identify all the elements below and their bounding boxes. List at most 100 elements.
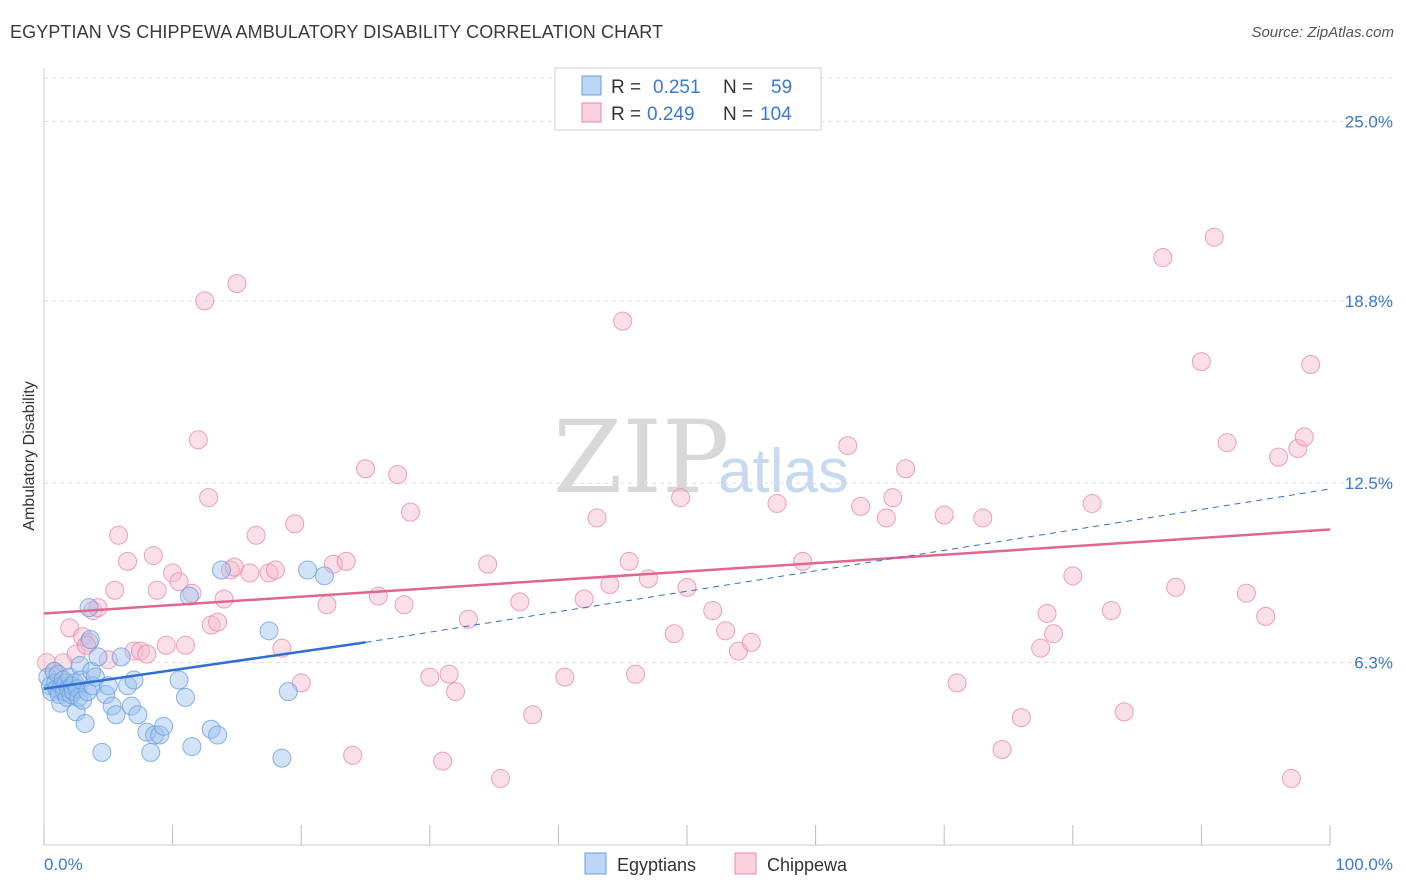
legend-swatch-egyptians (581, 75, 602, 96)
point-chippewa-10 (105, 580, 125, 600)
y-tick-label-0: 6.3% (1354, 654, 1393, 673)
watermark-zip: ZIP (553, 399, 729, 516)
watermark-atlas: atlas (718, 437, 849, 506)
legend-n-label-2: N = (723, 104, 753, 125)
trend-line-egyptians (43, 641, 366, 690)
point-chippewa-44 (368, 586, 388, 606)
point-chippewa-37 (285, 514, 305, 534)
x-tick-label-1: 100.0% (1335, 855, 1393, 874)
point-chippewa-52 (458, 609, 478, 629)
point-egyptians-48 (154, 716, 174, 736)
point-chippewa-50 (433, 751, 453, 771)
point-egyptians-60 (314, 566, 334, 586)
point-chippewa-95 (1217, 433, 1237, 453)
points-layer (37, 227, 1321, 788)
point-chippewa-60 (600, 575, 620, 595)
point-chippewa-101 (1294, 427, 1314, 447)
axis-layer: 6.3% 12.5% 18.8% 25.0% 0.0% 100.0% (43, 68, 1393, 874)
point-chippewa-28 (214, 589, 234, 609)
point-chippewa-46 (394, 595, 414, 615)
point-chippewa-81 (973, 508, 993, 528)
point-chippewa-58 (574, 589, 594, 609)
series-legend-label-chippewa: Chippewa (767, 855, 848, 875)
point-chippewa-66 (671, 488, 691, 508)
point-chippewa-12 (118, 551, 138, 571)
point-egyptians-44 (137, 722, 157, 742)
legend-n-label-1: N = (723, 77, 753, 98)
point-chippewa-57 (555, 667, 575, 687)
point-chippewa-59 (587, 508, 607, 528)
point-chippewa-84 (1031, 638, 1051, 658)
point-chippewa-76 (876, 508, 896, 528)
point-chippewa-85 (1037, 603, 1057, 623)
point-chippewa-98 (1269, 447, 1289, 467)
point-chippewa-23 (188, 430, 208, 450)
chart-source: Source: ZipAtlas.com (1251, 24, 1394, 41)
point-chippewa-32 (240, 563, 260, 583)
point-chippewa-53 (478, 554, 498, 574)
point-chippewa-93 (1191, 352, 1211, 372)
point-egyptians-34 (92, 742, 112, 762)
legend-r-value-2: 0.249 (647, 104, 695, 125)
point-egyptians-29 (80, 630, 100, 650)
point-chippewa-78 (896, 459, 916, 479)
point-egyptians-43 (128, 705, 148, 725)
point-chippewa-41 (336, 551, 356, 571)
point-chippewa-69 (716, 621, 736, 641)
y-tick-label-1: 12.5% (1345, 474, 1393, 493)
series-legend-swatch-egyptians (584, 852, 607, 875)
trend-line-egyptians-extension (365, 488, 1331, 643)
point-chippewa-77 (883, 488, 903, 508)
point-chippewa-92 (1166, 577, 1186, 597)
point-chippewa-102 (1301, 355, 1321, 375)
point-chippewa-35 (265, 560, 285, 580)
stats-legend: R = 0.251 N = 59 R = 0.249 N = 104 (554, 67, 822, 131)
legend-r-label-2: R = (611, 104, 641, 125)
point-chippewa-86 (1044, 624, 1064, 644)
point-chippewa-16 (143, 546, 163, 566)
point-egyptians-52 (182, 737, 202, 757)
point-egyptians-25 (73, 690, 93, 710)
point-chippewa-103 (76, 635, 96, 655)
point-chippewa-56 (523, 705, 543, 725)
point-chippewa-47 (401, 502, 421, 522)
point-chippewa-27 (208, 612, 228, 632)
point-egyptians-38 (106, 705, 126, 725)
point-chippewa-31 (227, 273, 247, 293)
legend-n-value-1: 59 (771, 77, 792, 98)
point-chippewa-49 (439, 664, 459, 684)
point-chippewa-45 (388, 465, 408, 485)
series-legend-label-egyptians: Egyptians (617, 855, 696, 875)
point-chippewa-89 (1101, 601, 1121, 621)
point-chippewa-88 (1082, 493, 1102, 513)
point-chippewa-11 (109, 525, 129, 545)
point-chippewa-73 (793, 551, 813, 571)
point-chippewa-39 (317, 595, 337, 615)
point-chippewa-90 (1114, 702, 1134, 722)
legend-n-value-2: 104 (760, 104, 792, 125)
point-chippewa-74 (838, 436, 858, 456)
point-chippewa-20 (169, 572, 189, 592)
point-chippewa-54 (491, 768, 511, 788)
point-egyptians-58 (278, 682, 298, 702)
legend-r-value-1: 0.251 (653, 77, 701, 98)
point-chippewa-87 (1063, 566, 1083, 586)
point-egyptians-28 (79, 598, 99, 618)
point-egyptians-55 (211, 560, 231, 580)
point-chippewa-18 (156, 635, 176, 655)
point-egyptians-39 (111, 647, 131, 667)
series-legend-swatch-chippewa (734, 852, 757, 875)
point-chippewa-79 (934, 505, 954, 525)
point-chippewa-100 (1288, 438, 1308, 458)
point-chippewa-61 (613, 311, 633, 331)
point-egyptians-57 (272, 748, 292, 768)
point-chippewa-22 (182, 583, 202, 603)
point-chippewa-51 (446, 682, 466, 702)
series-legend: Egyptians Chippewa (584, 852, 848, 875)
point-chippewa-72 (767, 493, 787, 513)
point-egyptians-59 (298, 560, 318, 580)
point-egyptians-45 (141, 742, 161, 762)
legend-r-label-1: R = (611, 77, 641, 98)
point-chippewa-24 (195, 291, 215, 311)
